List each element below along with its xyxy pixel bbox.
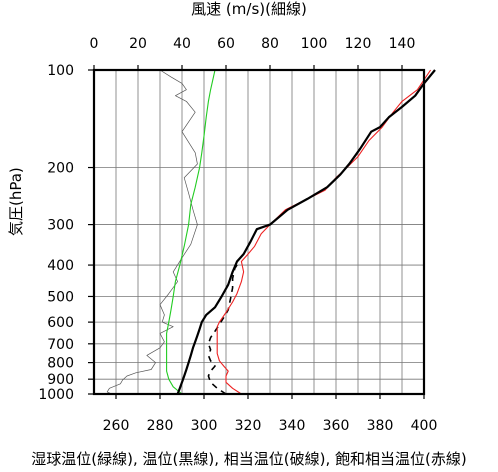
x-bottom-tick-label: 380 [367,418,394,434]
y-tick-label: 500 [47,289,74,305]
x-bottom-tick-label: 360 [323,418,350,434]
x-bottom-tick-label: 320 [235,418,262,434]
x-bottom-tick-label: 400 [411,418,438,434]
series-line-saturated-equivalent-potential-temperature [216,69,432,395]
y-tick-label: 800 [47,356,74,372]
x-top-tick-label: 80 [261,36,279,52]
x-top-tick-label: 0 [90,36,99,52]
x-bottom-tick-label: 260 [103,418,130,434]
series-line-wet-bulb-potential-temperature [166,69,216,395]
x-axis-label: 湿球温位(緑線), 温位(黒線), 相当温位(破線), 飽和相当温位(赤線) [31,450,467,468]
x-top-tick-label: 100 [301,36,328,52]
x-bottom-tick-label: 300 [191,418,218,434]
x-top-tick-label: 60 [217,36,235,52]
y-tick-label: 400 [47,258,74,274]
x-top-tick-label: 40 [173,36,191,52]
series-line-equivalent-potential-temperature [207,261,240,395]
y-tick-label: 100 [47,63,74,79]
x-top-tick-label: 120 [345,36,372,52]
y-tick-label: 900 [47,372,74,388]
series-line-potential-temperature [176,69,436,395]
x-bottom-tick-label: 340 [279,418,306,434]
chart-title-top: 風速 (m/s)(細線) [191,0,307,18]
plot-frame [92,68,426,396]
y-tick-label: 300 [47,218,74,234]
y-tick-label: 600 [47,315,74,331]
y-tick-label: 700 [47,337,74,353]
x-top-tick-label: 140 [389,36,416,52]
series-line-wind-speed [106,69,198,395]
x-top-tick-label: 20 [129,36,147,52]
x-bottom-tick-label: 280 [147,418,174,434]
y-tick-label: 200 [47,161,74,177]
y-tick-label: 1000 [38,387,74,403]
